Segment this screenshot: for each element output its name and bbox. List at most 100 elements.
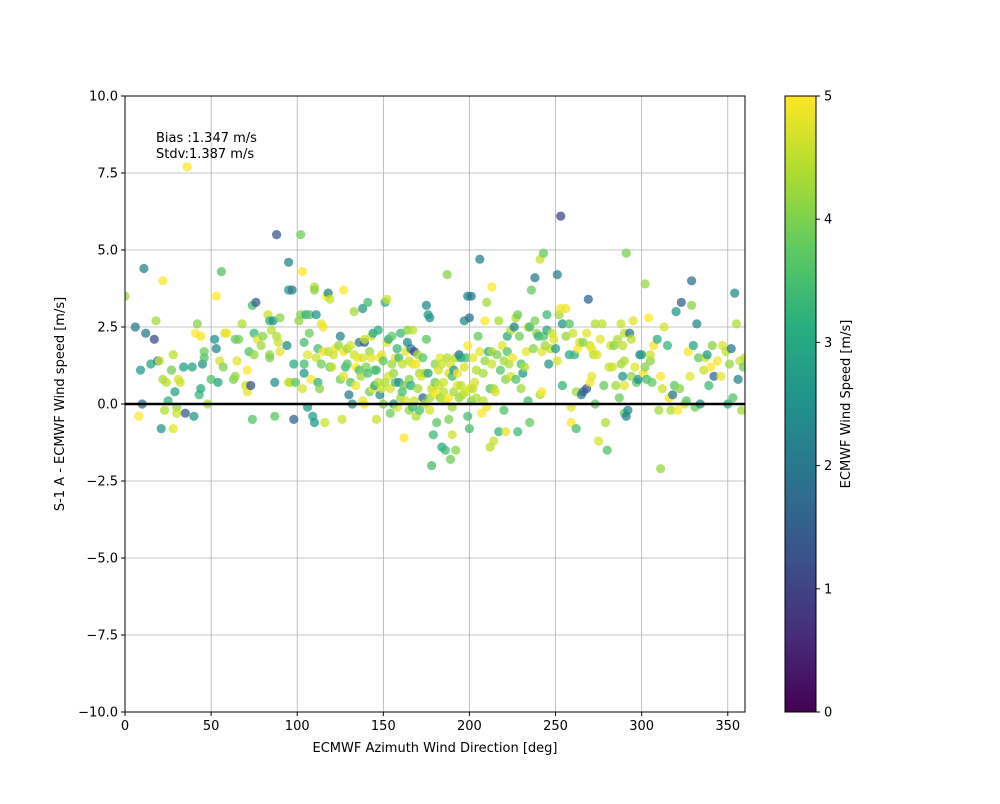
data-point: [489, 436, 499, 446]
data-point: [249, 350, 259, 360]
data-point: [149, 334, 159, 344]
data-point: [421, 334, 431, 344]
data-point: [657, 384, 667, 394]
data-point: [299, 368, 309, 378]
data-point: [699, 365, 709, 375]
data-point: [599, 380, 609, 391]
data-point: [688, 340, 698, 351]
data-point: [297, 384, 307, 394]
data-point: [246, 380, 256, 391]
data-point: [668, 390, 678, 400]
data-point: [230, 371, 240, 381]
data-point: [501, 427, 511, 437]
data-point: [135, 365, 146, 375]
data-point: [616, 319, 626, 329]
data-point: [630, 362, 640, 372]
x-tick-label: 200: [457, 719, 482, 734]
data-point: [468, 353, 478, 363]
data-point: [592, 350, 602, 360]
data-point: [170, 387, 180, 397]
data-point: [544, 359, 554, 369]
data-point: [464, 313, 474, 323]
data-point: [158, 276, 168, 286]
data-point: [511, 374, 521, 384]
stdv-annotation: Stdv:1.387 m/s: [156, 147, 254, 162]
data-point: [349, 307, 359, 317]
data-point: [297, 267, 307, 277]
data-point: [439, 387, 449, 397]
data-point: [480, 316, 490, 326]
data-point: [199, 353, 209, 363]
data-point: [499, 405, 509, 415]
y-tick-label: 10.0: [89, 90, 118, 105]
y-tick-label: −2.5: [86, 475, 118, 490]
x-tick-label: 50: [203, 719, 220, 734]
data-point: [471, 393, 481, 403]
data-point: [730, 288, 740, 298]
data-point: [311, 353, 321, 363]
data-point: [130, 322, 140, 332]
data-point: [273, 337, 283, 347]
data-point: [568, 328, 578, 338]
data-point: [731, 319, 742, 329]
data-point: [566, 417, 576, 428]
data-point: [557, 319, 568, 329]
data-point: [740, 353, 745, 363]
colorbar-tick-label: 0: [824, 706, 832, 721]
data-point: [218, 362, 228, 372]
data-point: [344, 390, 354, 400]
data-point: [213, 377, 223, 387]
data-point: [494, 427, 504, 437]
data-point: [514, 331, 525, 341]
data-point: [487, 359, 497, 369]
data-point: [211, 291, 221, 301]
data-point: [528, 344, 538, 354]
data-point: [525, 322, 535, 332]
colorbar-ticks: 0 1 2 3 4 5: [816, 90, 832, 721]
data-point: [475, 254, 485, 264]
data-point: [337, 414, 347, 424]
data-point: [600, 417, 611, 428]
x-tick-label: 300: [629, 719, 654, 734]
data-point: [306, 374, 316, 384]
data-point: [251, 297, 261, 307]
data-point: [256, 340, 266, 351]
x-tick-label: 250: [543, 719, 568, 734]
x-tick-label: 0: [121, 719, 129, 734]
data-point: [258, 331, 268, 341]
data-point: [538, 248, 549, 258]
data-point: [290, 377, 301, 387]
data-points: [125, 162, 745, 474]
data-point: [502, 347, 512, 357]
data-point: [582, 328, 592, 338]
data-point: [378, 356, 388, 366]
data-point: [399, 433, 409, 443]
data-point: [618, 340, 628, 351]
x-axis-ticks: 0 50 100 150 200 250 300 350: [121, 712, 740, 734]
data-point: [206, 374, 216, 384]
data-point: [494, 316, 504, 326]
data-point: [315, 384, 325, 394]
data-point: [385, 408, 395, 418]
data-point: [561, 331, 571, 341]
data-point: [141, 328, 151, 338]
data-point: [151, 316, 161, 326]
colorbar: [784, 95, 817, 713]
data-point: [371, 414, 381, 424]
data-point: [597, 319, 607, 329]
data-point: [456, 380, 466, 391]
data-point: [471, 365, 481, 375]
data-point: [706, 362, 716, 372]
data-point: [196, 384, 206, 394]
data-point: [425, 313, 435, 323]
data-point: [363, 297, 373, 307]
data-point: [520, 362, 530, 372]
data-point: [182, 162, 192, 172]
data-point: [587, 371, 597, 381]
data-point: [724, 359, 735, 369]
data-point: [418, 353, 428, 363]
data-point: [287, 285, 297, 295]
data-point: [161, 377, 171, 387]
data-point: [316, 359, 326, 369]
data-point: [556, 211, 566, 221]
